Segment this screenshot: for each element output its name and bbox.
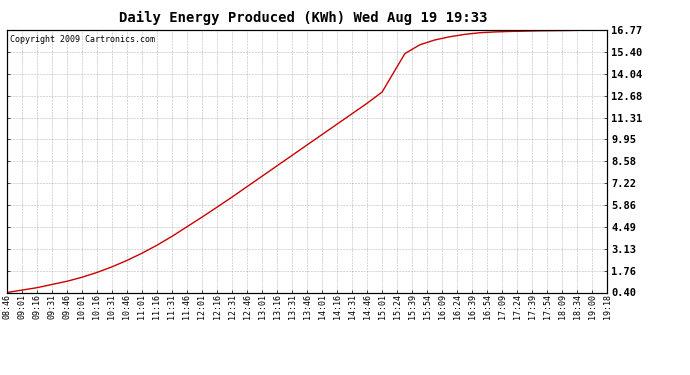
Text: Daily Energy Produced (KWh) Wed Aug 19 19:33: Daily Energy Produced (KWh) Wed Aug 19 1… [119, 11, 488, 26]
Text: Copyright 2009 Cartronics.com: Copyright 2009 Cartronics.com [10, 35, 155, 44]
